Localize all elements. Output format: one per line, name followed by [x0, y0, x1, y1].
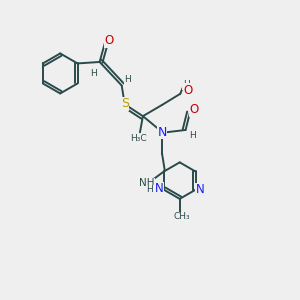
- Text: H: H: [90, 69, 97, 78]
- Text: O: O: [190, 103, 199, 116]
- Text: CH₃: CH₃: [174, 212, 190, 221]
- Text: N: N: [196, 183, 205, 196]
- Text: N: N: [155, 182, 164, 195]
- Text: O: O: [184, 84, 193, 97]
- Text: H₃C: H₃C: [130, 134, 147, 143]
- Text: H: H: [124, 75, 131, 84]
- Text: N: N: [158, 126, 167, 139]
- Text: NH: NH: [139, 178, 154, 188]
- Text: H: H: [183, 80, 190, 89]
- Text: S: S: [121, 97, 129, 110]
- Text: H: H: [190, 131, 196, 140]
- Text: H: H: [146, 185, 153, 194]
- Text: O: O: [104, 34, 113, 47]
